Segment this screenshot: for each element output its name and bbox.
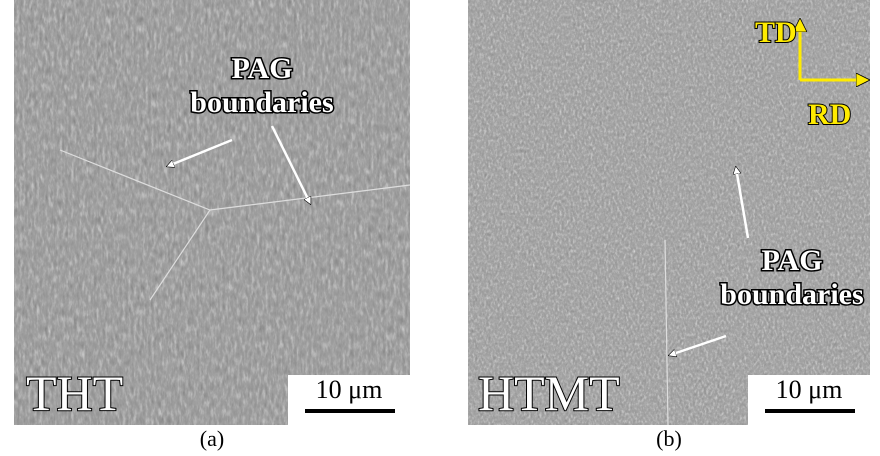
scale-bar bbox=[765, 409, 855, 413]
annotation: boundaries bbox=[720, 278, 863, 311]
td-label: TD bbox=[755, 16, 797, 49]
micrograph bbox=[468, 0, 870, 425]
condition-label: THT bbox=[26, 365, 123, 421]
micrograph bbox=[14, 0, 410, 425]
scale-text: 10 μm bbox=[776, 375, 843, 404]
caption: (a) bbox=[200, 426, 224, 451]
rd-label: RD bbox=[808, 98, 851, 131]
annotation: PAG bbox=[231, 52, 292, 85]
panel-b: TD RD PAG boundaries HTMT 10 μm (b) bbox=[468, 0, 870, 451]
annotation: boundaries bbox=[190, 86, 333, 119]
annotation: PAG bbox=[761, 244, 822, 277]
panel-a: PAG boundaries THT 10 μm (a) bbox=[14, 0, 410, 451]
scale-bar bbox=[305, 409, 395, 413]
scale-text: 10 μm bbox=[316, 375, 383, 404]
caption: (b) bbox=[656, 426, 682, 451]
condition-label: HTMT bbox=[478, 365, 620, 421]
figure: PAG boundaries THT 10 μm (a) TD RD PAG b… bbox=[0, 0, 880, 456]
